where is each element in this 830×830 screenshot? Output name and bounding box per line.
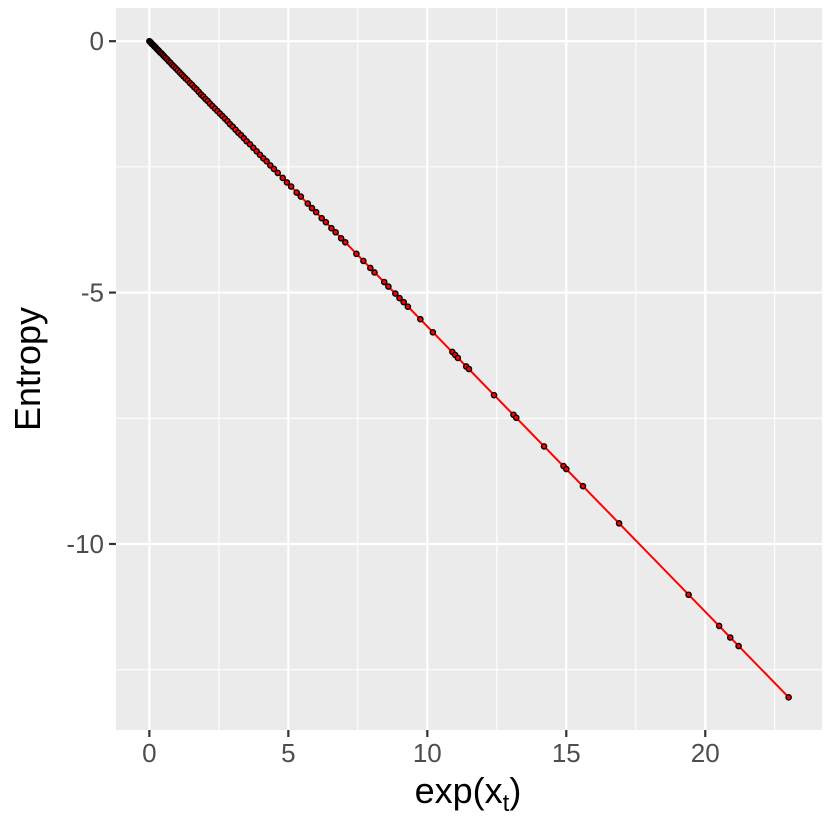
data-point bbox=[615, 520, 623, 527]
y-axis-title: Entropy bbox=[7, 307, 48, 431]
x-axis: 0 5 10 15 20 bbox=[142, 730, 720, 768]
data-point bbox=[279, 174, 287, 182]
x-tick-label: 20 bbox=[691, 738, 720, 768]
data-point bbox=[328, 224, 335, 232]
data-point bbox=[735, 642, 742, 650]
y-tick-label: 0 bbox=[90, 26, 104, 56]
y-tick-label: -10 bbox=[66, 529, 104, 559]
data-point bbox=[429, 328, 437, 336]
data-point bbox=[385, 283, 392, 290]
x-axis-title: exp(xt) bbox=[415, 770, 522, 817]
x-tick-label: 5 bbox=[281, 738, 295, 768]
data-point bbox=[297, 193, 305, 200]
data-point bbox=[715, 622, 723, 630]
data-point bbox=[579, 482, 587, 490]
data-point bbox=[371, 269, 378, 276]
data-point bbox=[360, 257, 367, 265]
data-point bbox=[454, 354, 462, 362]
x-tick-label: 0 bbox=[142, 738, 156, 768]
data-point bbox=[322, 218, 330, 226]
data-point bbox=[332, 228, 339, 236]
data-point bbox=[392, 290, 399, 297]
y-tick-label: -5 bbox=[81, 278, 104, 308]
data-point bbox=[308, 204, 316, 212]
x-tick-label: 15 bbox=[552, 738, 581, 768]
data-point bbox=[337, 234, 345, 242]
data-point bbox=[404, 303, 412, 310]
data-point bbox=[785, 694, 792, 701]
y-axis: 0 -5 -10 bbox=[66, 26, 116, 559]
data-point bbox=[396, 294, 403, 302]
points-layer bbox=[146, 37, 792, 701]
data-point bbox=[465, 365, 473, 373]
major-gridlines bbox=[116, 8, 822, 730]
data-point bbox=[562, 465, 570, 473]
x-tick-label: 10 bbox=[413, 738, 442, 768]
x-axis-title-base: exp(x bbox=[415, 770, 503, 811]
data-point bbox=[685, 591, 692, 599]
data-point bbox=[726, 634, 734, 641]
data-point bbox=[318, 214, 325, 222]
data-point bbox=[342, 238, 349, 246]
data-point bbox=[312, 208, 320, 216]
data-point bbox=[263, 158, 270, 165]
x-axis-title-close: ) bbox=[509, 770, 521, 811]
data-point bbox=[304, 200, 312, 207]
data-point bbox=[274, 169, 282, 177]
data-point bbox=[380, 278, 388, 286]
data-point bbox=[367, 264, 374, 272]
x-axis-title-sub: t bbox=[503, 790, 510, 817]
data-point bbox=[490, 391, 498, 399]
data-point bbox=[512, 414, 520, 422]
data-point bbox=[417, 315, 424, 323]
data-point bbox=[540, 443, 548, 450]
data-point bbox=[293, 189, 300, 196]
data-point bbox=[283, 179, 291, 186]
data-point bbox=[353, 250, 360, 258]
data-point bbox=[270, 165, 278, 173]
data-point bbox=[287, 183, 295, 190]
data-point bbox=[400, 298, 407, 306]
